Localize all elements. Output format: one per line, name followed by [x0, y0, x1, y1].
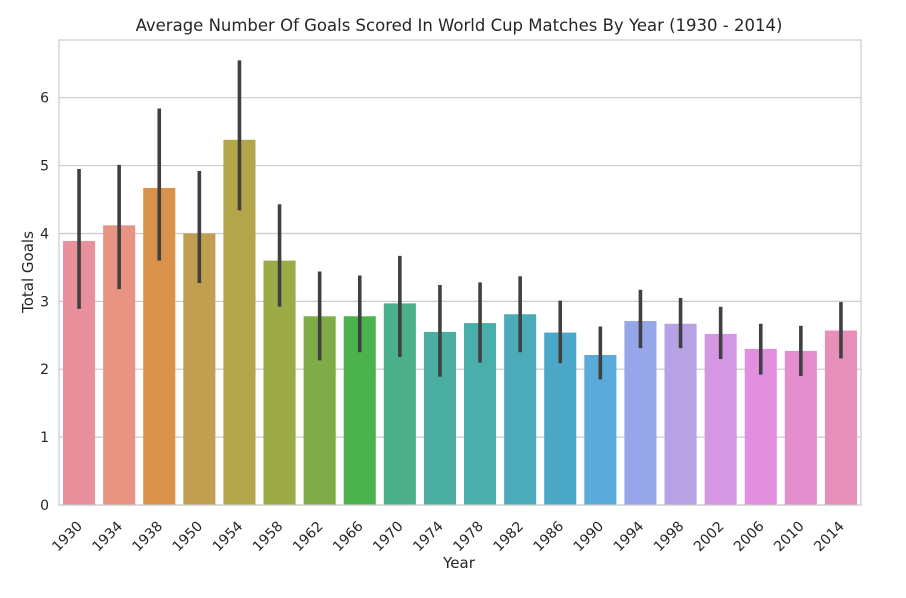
x-tick-label: 1998 [651, 519, 688, 556]
bar [624, 321, 657, 505]
x-tick-label: 2006 [731, 518, 768, 555]
chart-title: Average Number Of Goals Scored In World … [136, 16, 783, 35]
x-tick-label: 1938 [130, 519, 167, 556]
x-tick-label: 1954 [210, 518, 247, 555]
y-tick-label: 1 [40, 430, 49, 446]
bar [584, 354, 617, 505]
x-tick-label: 1958 [250, 519, 287, 556]
y-tick-label: 4 [40, 226, 49, 242]
x-tick-label: 1974 [410, 518, 447, 555]
bars [63, 139, 857, 505]
y-tick-label: 6 [40, 91, 49, 107]
x-tick-label: 1966 [330, 518, 367, 555]
bar [824, 330, 857, 505]
bar [664, 323, 697, 505]
y-tick-label: 2 [40, 362, 49, 378]
x-tick-label: 1930 [49, 519, 86, 556]
y-tick-labels: 0 1 2 3 4 5 6 [40, 91, 49, 514]
bar [704, 333, 737, 505]
bar [784, 350, 817, 505]
x-tick-label: 2010 [771, 519, 808, 556]
error-bars [77, 60, 843, 380]
x-tick-label: 1994 [611, 518, 648, 555]
x-tick-labels: 1930 1934 1938 1950 1954 1958 1962 1966 1970 1974… [49, 518, 847, 555]
plot-frame [58, 39, 862, 506]
x-tick-label: 1962 [290, 519, 327, 556]
bar [744, 348, 777, 505]
x-tick-label: 1982 [490, 519, 527, 556]
x-tick-label: 1934 [89, 518, 126, 555]
y-tick-label: 5 [40, 159, 49, 175]
grid-lines [59, 97, 861, 506]
x-axis-label: Year [442, 554, 476, 572]
x-tick-label: 2002 [691, 519, 728, 556]
x-tick-label: 1986 [531, 518, 568, 555]
y-tick-label: 0 [40, 498, 49, 514]
x-tick-label: 1950 [170, 519, 207, 556]
x-tick-label: 1990 [571, 519, 608, 556]
x-tick-label: 1970 [370, 519, 407, 556]
y-axis-label: Total Goals [19, 231, 37, 314]
x-tick-label: 2014 [811, 518, 848, 555]
y-tick-label: 3 [40, 294, 49, 310]
x-tick-label: 1978 [450, 519, 487, 556]
